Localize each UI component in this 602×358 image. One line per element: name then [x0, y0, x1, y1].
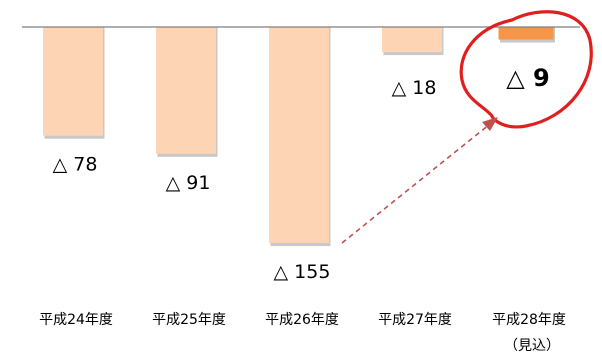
bar-4: [382, 27, 442, 53]
category-label-4: 平成27年度: [378, 312, 452, 328]
highlight-circle: [459, 10, 593, 129]
data-label-5: △ 9: [506, 64, 550, 92]
category-note-5: （見込）: [504, 338, 560, 354]
bar-2: [156, 27, 216, 154]
bar-1: [43, 27, 103, 136]
category-label-5: 平成28年度: [492, 312, 566, 328]
trend-arrowhead: [482, 117, 498, 131]
category-label-3: 平成26年度: [265, 312, 339, 328]
data-label-2: △ 91: [166, 172, 211, 194]
bars: [43, 27, 555, 247]
bar-5: [498, 27, 554, 40]
bar-3: [269, 27, 329, 244]
category-label-2: 平成25年度: [152, 312, 226, 328]
category-labels: 平成24年度 平成25年度 平成26年度 平成27年度 平成28年度 （見込）: [39, 312, 566, 354]
trend-arrow: [341, 123, 491, 244]
category-label-1: 平成24年度: [39, 312, 113, 328]
data-label-1: △ 78: [53, 154, 98, 176]
data-label-3: △ 155: [274, 261, 331, 283]
data-label-4: △ 18: [392, 77, 437, 99]
data-labels: △ 78 △ 91 △ 155 △ 18 △ 9: [53, 64, 550, 283]
